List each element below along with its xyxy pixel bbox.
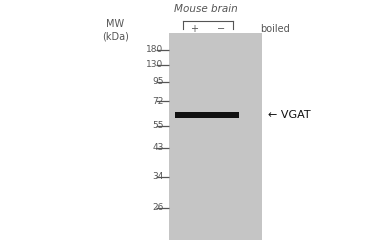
Bar: [175, 112, 239, 118]
Text: 130: 130: [146, 60, 164, 69]
Text: −: −: [217, 24, 226, 34]
Text: ← VGAT: ← VGAT: [268, 110, 310, 120]
Text: 95: 95: [152, 78, 164, 86]
Bar: [169, 32, 262, 240]
Text: 72: 72: [152, 96, 164, 106]
Text: (kDa): (kDa): [102, 31, 129, 41]
Text: 34: 34: [152, 172, 164, 181]
Text: Mouse brain: Mouse brain: [174, 4, 238, 14]
Text: 26: 26: [152, 204, 164, 212]
Text: 43: 43: [152, 143, 164, 152]
Text: +: +: [191, 24, 198, 34]
Text: 180: 180: [146, 46, 164, 54]
Text: 55: 55: [152, 121, 164, 130]
Text: boiled: boiled: [260, 24, 290, 34]
Text: MW: MW: [106, 19, 125, 29]
